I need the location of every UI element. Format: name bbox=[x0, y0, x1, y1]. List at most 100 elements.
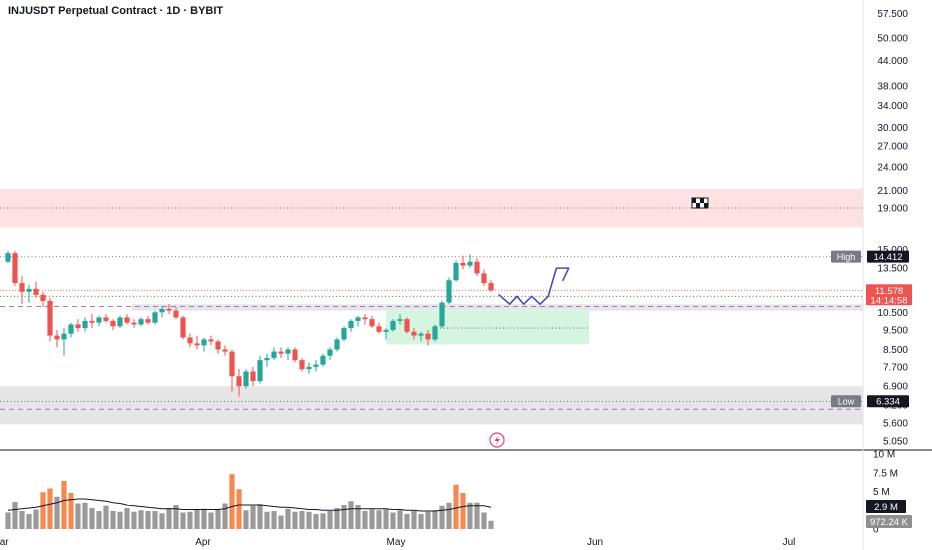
candle-body bbox=[418, 333, 424, 336]
candle-body bbox=[250, 371, 256, 382]
volume-bar bbox=[376, 510, 382, 529]
candle-body bbox=[355, 317, 361, 321]
zone-support bbox=[132, 304, 863, 311]
candle-body bbox=[285, 349, 291, 354]
price-tick-label: 34.000 bbox=[877, 101, 908, 112]
candle-body bbox=[138, 319, 144, 325]
volume-bar bbox=[488, 520, 494, 529]
flag-check bbox=[696, 203, 700, 208]
price-tick-label: 50.000 bbox=[877, 33, 908, 44]
volume-bar bbox=[355, 505, 361, 529]
candle-body bbox=[376, 326, 382, 332]
volume-bar bbox=[54, 496, 60, 529]
volume-bar bbox=[285, 508, 291, 529]
candle-body bbox=[166, 309, 172, 311]
volume-bar bbox=[166, 508, 172, 529]
candle-body bbox=[61, 333, 67, 340]
flag-check bbox=[692, 198, 696, 203]
candle-body bbox=[390, 320, 396, 330]
volume-bar bbox=[187, 511, 193, 529]
candle-body bbox=[313, 364, 319, 367]
zone-support bbox=[0, 386, 863, 425]
candle-body bbox=[243, 371, 249, 387]
volume-bar bbox=[327, 511, 333, 529]
volume-bar bbox=[418, 514, 424, 529]
candle-body bbox=[159, 309, 165, 313]
volume-bar bbox=[152, 511, 158, 529]
price-tick-label: 5.050 bbox=[883, 437, 908, 448]
volume-bar bbox=[131, 511, 137, 529]
high-value: 14.412 bbox=[873, 252, 902, 263]
price-tick-label: 15.000 bbox=[877, 245, 908, 256]
chart-title: INJUSDT Perpetual Contract · 1D · BYBIT bbox=[8, 5, 224, 17]
volume-bar bbox=[397, 510, 403, 529]
candle-body bbox=[180, 317, 186, 338]
candle-body bbox=[439, 302, 445, 327]
price-tick-label: 9.500 bbox=[883, 325, 908, 336]
candle-body bbox=[96, 317, 102, 323]
candle-body bbox=[117, 317, 123, 327]
low-tag-label: Low bbox=[838, 397, 855, 407]
candle-body bbox=[201, 339, 207, 346]
price-tick-label: 19.000 bbox=[877, 204, 908, 215]
low-value: 6.334 bbox=[876, 397, 900, 408]
zone-target bbox=[386, 309, 589, 345]
volume-bar bbox=[145, 511, 151, 529]
volume-bar bbox=[40, 492, 46, 529]
volume-bar bbox=[446, 502, 452, 529]
volume-bar bbox=[159, 513, 165, 529]
candle-body bbox=[75, 324, 81, 329]
time-axis-label: Jul bbox=[783, 537, 796, 548]
candle-body bbox=[453, 262, 459, 281]
volume-bar bbox=[110, 511, 116, 529]
volume-ma-tag bbox=[866, 515, 912, 528]
price-tick-label: 57.500 bbox=[877, 9, 908, 20]
candle-body bbox=[12, 253, 18, 284]
last-price-countdown: 14:14:58 bbox=[871, 295, 908, 306]
volume-value: 2.9 M bbox=[874, 502, 898, 513]
volume-bar bbox=[89, 508, 95, 529]
volume-bar bbox=[19, 511, 25, 529]
price-tick-label: 5.600 bbox=[883, 418, 908, 429]
candle-body bbox=[271, 351, 277, 358]
candle-body bbox=[131, 322, 137, 325]
volume-bar bbox=[334, 508, 340, 529]
volume-bar bbox=[341, 505, 347, 529]
volume-bar bbox=[250, 505, 256, 529]
volume-ma-line bbox=[7, 498, 492, 512]
candle-body bbox=[208, 339, 214, 342]
candle-body bbox=[145, 319, 151, 323]
volume-bar bbox=[47, 488, 53, 529]
candle-body bbox=[299, 360, 305, 370]
volume-bar bbox=[257, 504, 263, 529]
volume-bar bbox=[348, 501, 354, 529]
volume-bar bbox=[96, 511, 102, 529]
price-tick-label: 21.000 bbox=[877, 186, 908, 197]
candle-body bbox=[411, 331, 417, 336]
volume-bar bbox=[33, 509, 39, 529]
candle-body bbox=[54, 335, 60, 340]
candle-body bbox=[474, 261, 480, 274]
price-tick-label: 10.500 bbox=[877, 308, 908, 319]
volume-bar bbox=[201, 508, 207, 529]
volume-bar bbox=[474, 502, 480, 529]
candle-body bbox=[229, 351, 235, 377]
candle-body bbox=[278, 351, 284, 354]
candle-body bbox=[236, 376, 242, 387]
candle-body bbox=[306, 366, 312, 370]
candle-body bbox=[194, 343, 200, 346]
candle-body bbox=[446, 280, 452, 303]
volume-tick-label: 0 bbox=[873, 525, 879, 536]
volume-bar bbox=[208, 512, 214, 529]
volume-bar bbox=[432, 510, 438, 529]
volume-bar bbox=[271, 511, 277, 529]
volume-bar bbox=[82, 502, 88, 529]
lightning-icon bbox=[494, 435, 500, 446]
volume-bar bbox=[313, 514, 319, 529]
volume-bar bbox=[26, 514, 32, 529]
volume-bar bbox=[229, 474, 235, 529]
time-axis-label: Mar bbox=[0, 537, 9, 548]
flag-icon bbox=[691, 197, 709, 209]
volume-tick-label: 10 M bbox=[873, 450, 895, 461]
